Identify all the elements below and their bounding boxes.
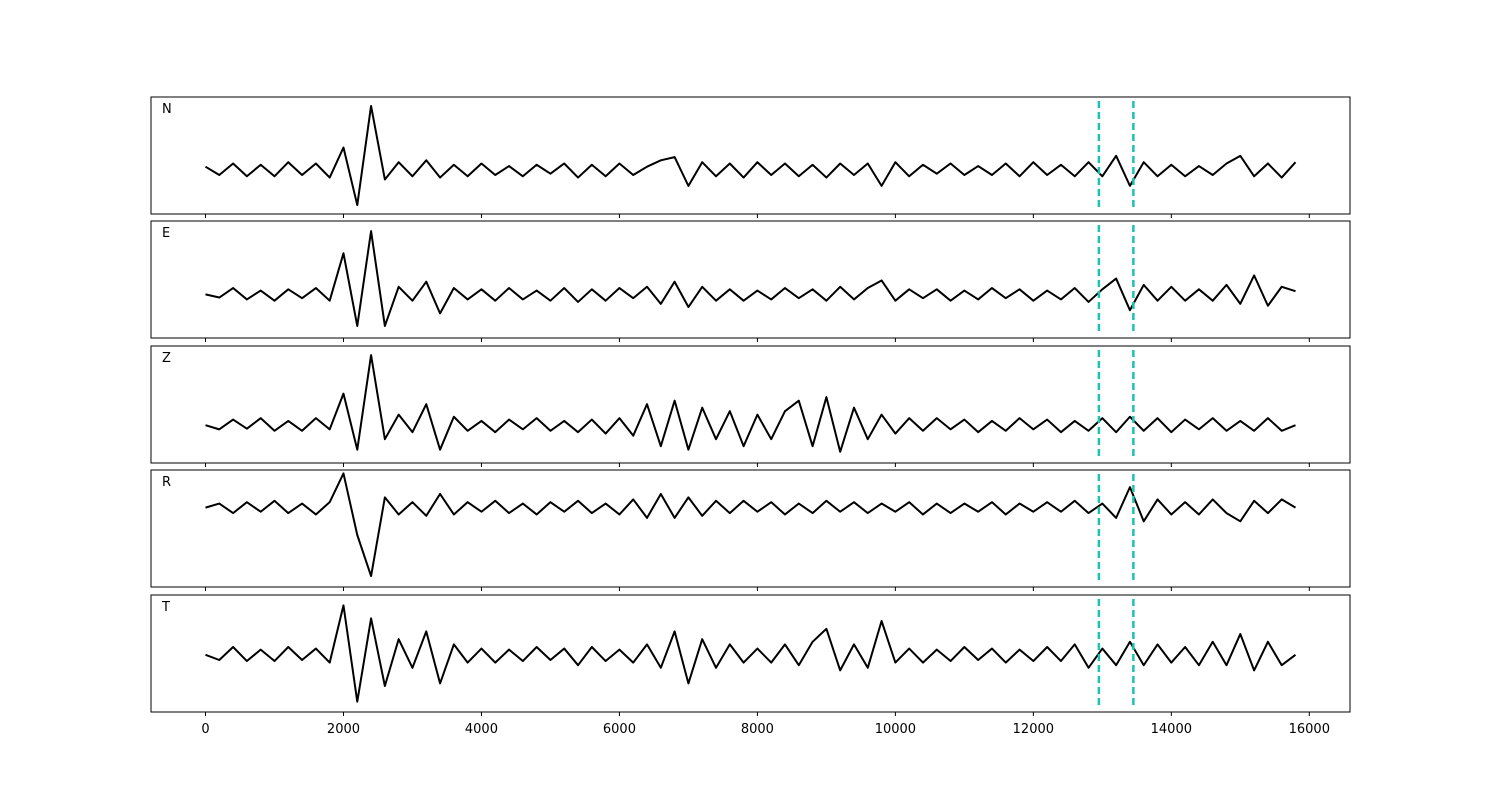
panel-label: T: [161, 600, 170, 615]
panel-label: E: [162, 226, 170, 241]
x-tick-label: 8000: [741, 722, 774, 737]
x-tick-label: 0: [201, 722, 209, 737]
x-tick-label: 10000: [875, 722, 916, 737]
waveform: [205, 604, 1297, 703]
x-tick-label: 16000: [1289, 722, 1330, 737]
panel-frame: [150, 345, 1351, 464]
waveform: [204, 104, 1297, 207]
x-tick-label: 14000: [1151, 722, 1192, 737]
waveform: [205, 230, 1296, 327]
panel-label: R: [162, 475, 171, 490]
x-tick-label: 6000: [603, 722, 636, 737]
x-tick-label: 4000: [465, 722, 498, 737]
waveform: [205, 472, 1297, 578]
panel-frame: [150, 469, 1351, 588]
waveform: [205, 354, 1296, 453]
panel-label: N: [162, 102, 172, 117]
panel-label: Z: [162, 351, 171, 366]
panel-frame: [150, 96, 1351, 215]
x-tick-label: 12000: [1013, 722, 1054, 737]
panel-frame: [150, 220, 1351, 339]
x-tick-label: 2000: [327, 722, 360, 737]
panel-frame: [150, 594, 1351, 713]
